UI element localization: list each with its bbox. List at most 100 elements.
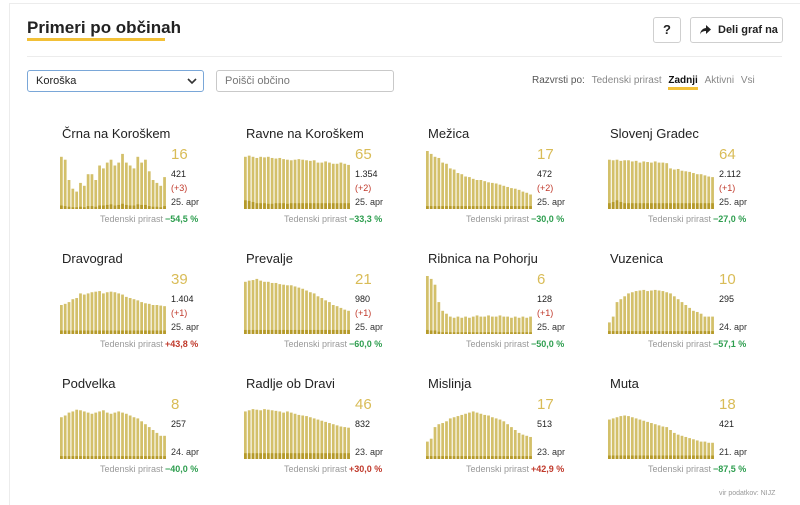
spark-bar-new <box>684 331 688 334</box>
spark-bar <box>82 294 86 334</box>
spark-bar-new <box>517 332 521 334</box>
spark-bar <box>144 424 147 459</box>
spark-bar-new <box>339 329 343 334</box>
weekly-growth-label: Tedenski prirast <box>100 214 164 224</box>
spark-bar <box>274 410 278 459</box>
spark-bar-new <box>468 332 471 334</box>
sort-option-weekly[interactable]: Tedenski prirast <box>591 75 662 86</box>
spark-bar-new <box>289 453 293 459</box>
total-count: 1.404 <box>171 294 194 304</box>
spark-bar <box>619 160 623 209</box>
spark-bar <box>608 322 611 334</box>
spark-bar-new <box>506 456 509 459</box>
spark-bar-new <box>521 332 525 334</box>
spark-bar <box>244 156 247 209</box>
spark-bar <box>627 293 630 334</box>
search-input[interactable] <box>216 70 394 92</box>
spark-bar <box>163 177 166 209</box>
spark-bar <box>286 285 289 334</box>
spark-bar <box>121 153 124 209</box>
spark-bar-new <box>433 206 437 209</box>
spark-bar <box>502 316 506 334</box>
spark-bar <box>278 157 282 209</box>
spark-bar <box>286 411 289 459</box>
spark-bar <box>630 161 634 209</box>
spark-bar-new <box>487 206 490 209</box>
spark-bar-new <box>67 456 71 459</box>
daily-change: (+1) <box>537 308 554 318</box>
spark-bar <box>297 159 301 209</box>
spark-bar-new <box>529 332 532 334</box>
spark-bar <box>426 276 429 334</box>
spark-bar <box>684 436 688 459</box>
spark-bar-new <box>608 455 611 459</box>
spark-bar <box>113 165 117 209</box>
last-date: 24. apr <box>171 447 200 457</box>
spark-bar-new <box>263 329 266 334</box>
spark-bar-new <box>429 206 433 209</box>
spark-bar <box>441 162 445 209</box>
spark-bar-new <box>456 456 460 459</box>
last-date: 25. apr <box>537 197 566 207</box>
spark-bar-new <box>630 455 634 459</box>
spark-bar-new <box>82 330 86 334</box>
spark-bar-new <box>711 455 714 459</box>
spark-bar-new <box>75 330 79 334</box>
spark-bar-new <box>63 206 67 209</box>
spark-bar-new <box>441 332 445 334</box>
spark-bar-new <box>289 329 293 334</box>
spark-bar <box>94 291 98 334</box>
active-count: 21 <box>355 271 372 288</box>
spark-bar-new <box>335 329 339 334</box>
spark-bar-new <box>71 207 75 209</box>
spark-bar <box>525 192 529 209</box>
total-count: 128 <box>537 294 553 304</box>
sparkline-chart <box>426 276 532 334</box>
help-button[interactable]: ? <box>653 17 681 43</box>
spark-bar <box>90 174 94 209</box>
spark-bar <box>67 412 71 459</box>
spark-bar <box>86 293 90 334</box>
active-count: 6 <box>537 271 546 288</box>
active-count: 10 <box>719 271 736 288</box>
spark-bar-new <box>437 331 441 334</box>
spark-bar-new <box>90 330 94 334</box>
sort-option-latest[interactable]: Zadnji <box>668 75 698 90</box>
spark-bar <box>113 292 117 334</box>
sort-option-active[interactable]: Aktivni <box>704 75 735 86</box>
spark-bar <box>320 420 324 459</box>
spark-bar-new <box>105 456 109 459</box>
region-select[interactable]: Koroška <box>27 70 204 92</box>
spark-bar <box>82 411 86 459</box>
spark-bar <box>305 416 308 459</box>
spark-bar <box>339 307 343 334</box>
spark-bar-new <box>67 330 71 334</box>
spark-bar-new <box>661 203 665 209</box>
spark-bar-new <box>479 456 483 459</box>
share-button-label: Deli graf na <box>718 24 778 36</box>
spark-bar <box>270 410 274 459</box>
spark-bar <box>282 159 285 209</box>
spark-bar-new <box>151 456 155 459</box>
spark-bar-new <box>448 206 452 209</box>
spark-bar <box>460 414 464 459</box>
spark-bar <box>151 430 155 459</box>
spark-bar-new <box>312 453 316 459</box>
spark-bar-new <box>517 206 521 209</box>
spark-bar-new <box>247 200 251 209</box>
spark-bar-new <box>665 203 669 209</box>
spark-bar <box>278 284 282 334</box>
spark-bar <box>247 410 251 459</box>
share-button[interactable]: Deli graf na <box>690 17 783 43</box>
spark-bar-new <box>441 206 445 209</box>
spark-bar-new <box>147 456 151 459</box>
spark-bar <box>707 176 711 209</box>
municipality-name: Mislinja <box>428 376 472 391</box>
sparkline-chart <box>608 289 714 334</box>
spark-bar-new <box>136 330 140 334</box>
spark-bar-new <box>468 456 471 459</box>
spark-bar <box>266 409 270 459</box>
spark-bar-new <box>270 453 274 459</box>
sort-option-all[interactable]: Vsi <box>740 75 755 86</box>
spark-bar <box>630 292 634 334</box>
